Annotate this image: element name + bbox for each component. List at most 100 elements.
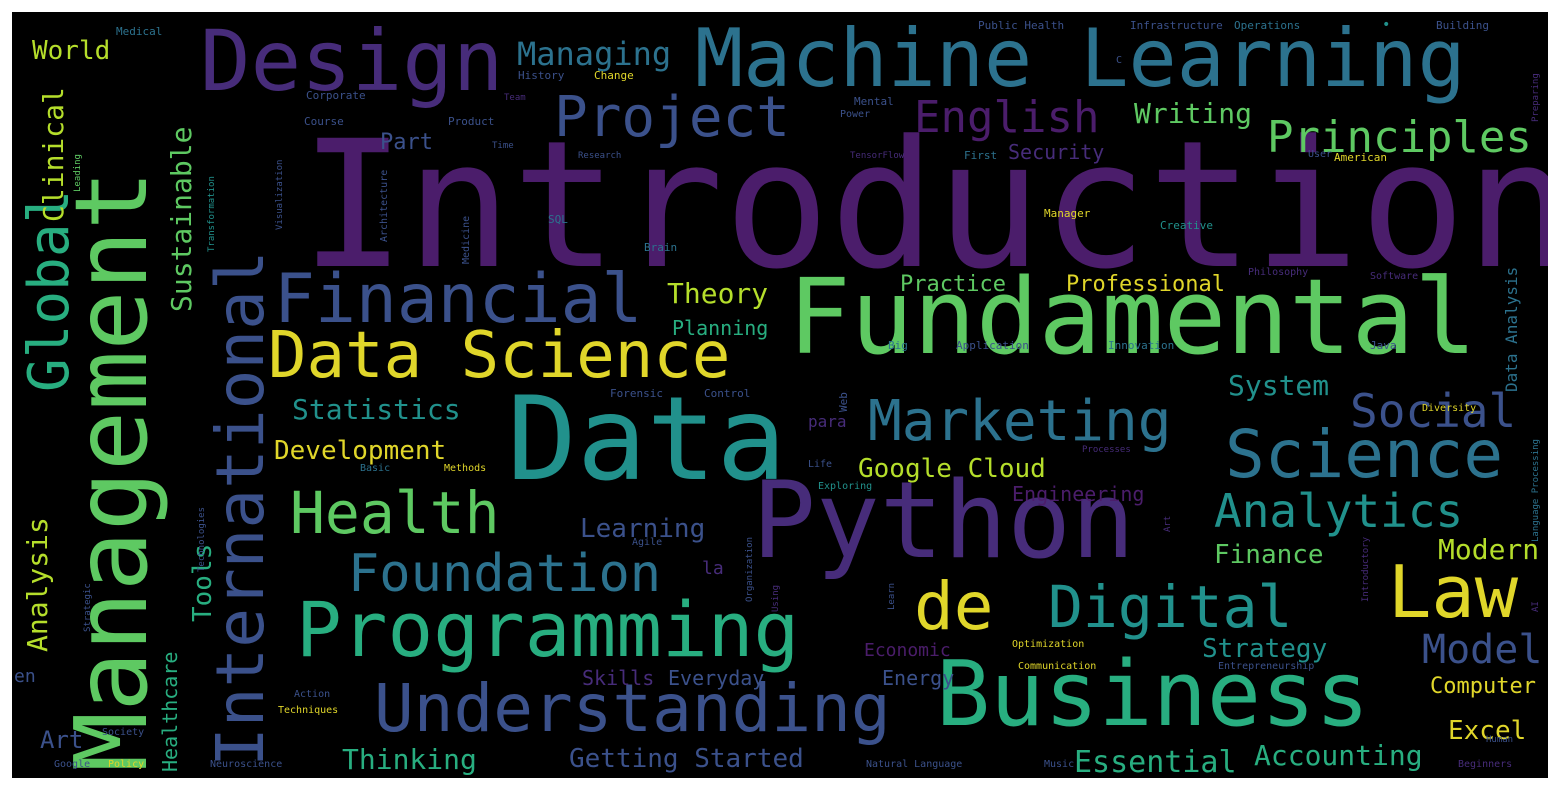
word-understanding: Understanding	[374, 670, 891, 747]
word-medical: Medical	[116, 25, 163, 38]
word-system: System	[1228, 369, 1330, 402]
word-innovation: Innovation	[1108, 339, 1175, 352]
word-neuroscience: Neuroscience	[210, 759, 283, 770]
word-introductory: Introductory	[1361, 536, 1371, 602]
word-data: Data	[507, 372, 787, 507]
word-accounting: Accounting	[1254, 739, 1423, 772]
word-language-processing: Language Processing	[1531, 439, 1541, 542]
word-planning: Planning	[672, 316, 769, 340]
word-power: Power	[840, 109, 871, 120]
word-essential: Essential	[1074, 745, 1237, 778]
word-tensorflow: TensorFlow	[850, 151, 905, 161]
word-c: C	[1116, 55, 1123, 66]
word-managing: Managing	[517, 35, 672, 73]
word-dot: •	[1382, 17, 1391, 33]
word-optimization: Optimization	[1012, 639, 1085, 650]
word-social: Social	[1350, 384, 1517, 438]
word-machine-learning: Machine Learning	[695, 12, 1466, 105]
word-application: Application	[956, 339, 1029, 352]
word-art-small: Art	[1163, 515, 1173, 532]
word-creative: Creative	[1160, 219, 1213, 232]
word-programming: Programming	[296, 585, 800, 674]
word-time: Time	[492, 141, 514, 151]
word-principles: Principles	[1267, 112, 1532, 163]
word-natural-language: Natural Language	[866, 759, 963, 770]
word-development: Development	[274, 436, 447, 466]
word-statistics: Statistics	[292, 393, 461, 426]
word-learning: Learning	[580, 514, 706, 544]
word-cloud: Introduction Fundamental Management Mach…	[12, 12, 1548, 778]
word-manager: Manager	[1044, 207, 1091, 220]
word-finance: Finance	[1214, 540, 1324, 570]
word-clinical: Clinical	[37, 87, 70, 222]
word-product: Product	[448, 115, 495, 128]
word-entrepreneurship: Entrepreneurship	[1218, 661, 1315, 672]
word-public-health: Public Health	[978, 19, 1065, 32]
word-beginners: Beginners	[1458, 759, 1513, 770]
word-building: Building	[1436, 19, 1489, 32]
word-basic: Basic	[360, 463, 391, 474]
word-american: American	[1334, 151, 1387, 164]
word-excel: Excel	[1448, 716, 1527, 746]
word-engineering: Engineering	[1012, 482, 1145, 506]
word-technologies: Technologies	[197, 506, 207, 572]
word-practice: Practice	[900, 272, 1006, 297]
word-operations: Operations	[1234, 19, 1301, 32]
word-course: Course	[304, 115, 344, 128]
word-life: Life	[808, 459, 833, 470]
word-strategy: Strategy	[1202, 634, 1328, 664]
word-web: Web	[837, 392, 850, 412]
word-skills: Skills	[582, 666, 655, 690]
word-theory: Theory	[667, 277, 769, 310]
word-fundamental: Fundamental	[788, 256, 1477, 378]
word-english: English	[914, 92, 1100, 143]
word-marketing: Marketing	[868, 389, 1172, 454]
word-policy: Policy	[108, 759, 145, 770]
word-law: Law	[1388, 550, 1519, 634]
word-google-cloud: Google Cloud	[858, 454, 1046, 484]
word-energy: Energy	[882, 666, 955, 690]
word-history: History	[518, 69, 565, 82]
word-research: Research	[578, 151, 622, 161]
word-architecture: Architecture	[379, 169, 390, 242]
word-human: Human	[1486, 735, 1514, 745]
word-philosophy: Philosophy	[1248, 267, 1309, 278]
word-introduction: Introduction	[300, 103, 1548, 308]
word-security: Security	[1008, 140, 1105, 164]
word-analysis: Analysis	[21, 517, 54, 652]
word-control: Control	[704, 387, 751, 400]
word-ai: AI	[1531, 601, 1541, 612]
word-foundation: Foundation	[348, 544, 662, 604]
word-writing: Writing	[1134, 97, 1253, 130]
word-design: Design	[200, 12, 504, 110]
word-google: Google	[54, 759, 91, 770]
word-la: la	[702, 558, 724, 579]
word-mental: Mental	[854, 95, 894, 108]
word-organization: Organization	[745, 536, 755, 602]
word-business: Business	[936, 642, 1370, 747]
word-preparing: Preparing	[1531, 73, 1541, 122]
word-change: Change	[594, 69, 634, 82]
word-thinking: Thinking	[342, 743, 477, 776]
word-world: World	[32, 36, 111, 66]
word-exploring: Exploring	[818, 481, 873, 492]
word-music: Music	[1044, 759, 1075, 770]
word-data-analysis: Data Analysis	[1502, 266, 1521, 392]
word-healthcare: Healthcare	[158, 651, 182, 772]
word-learn: Learn	[887, 582, 897, 610]
word-digital: Digital	[1048, 573, 1293, 641]
word-corporate: Corporate	[306, 89, 366, 102]
word-financial: Financial	[274, 260, 643, 339]
word-action: Action	[294, 689, 331, 700]
word-sql: SQL	[548, 213, 568, 226]
word-international: International	[202, 250, 279, 767]
word-processes: Processes	[1082, 445, 1131, 455]
word-java: Java	[1370, 339, 1397, 352]
word-strategic: Strategic	[83, 583, 93, 632]
word-infrastructure: Infrastructure	[1130, 19, 1223, 32]
word-data-science: Data Science	[268, 319, 731, 393]
word-sustainable: Sustainable	[165, 126, 198, 312]
word-project: Project	[554, 85, 791, 150]
word-using: Using	[771, 584, 781, 612]
word-society: Society	[102, 727, 145, 738]
